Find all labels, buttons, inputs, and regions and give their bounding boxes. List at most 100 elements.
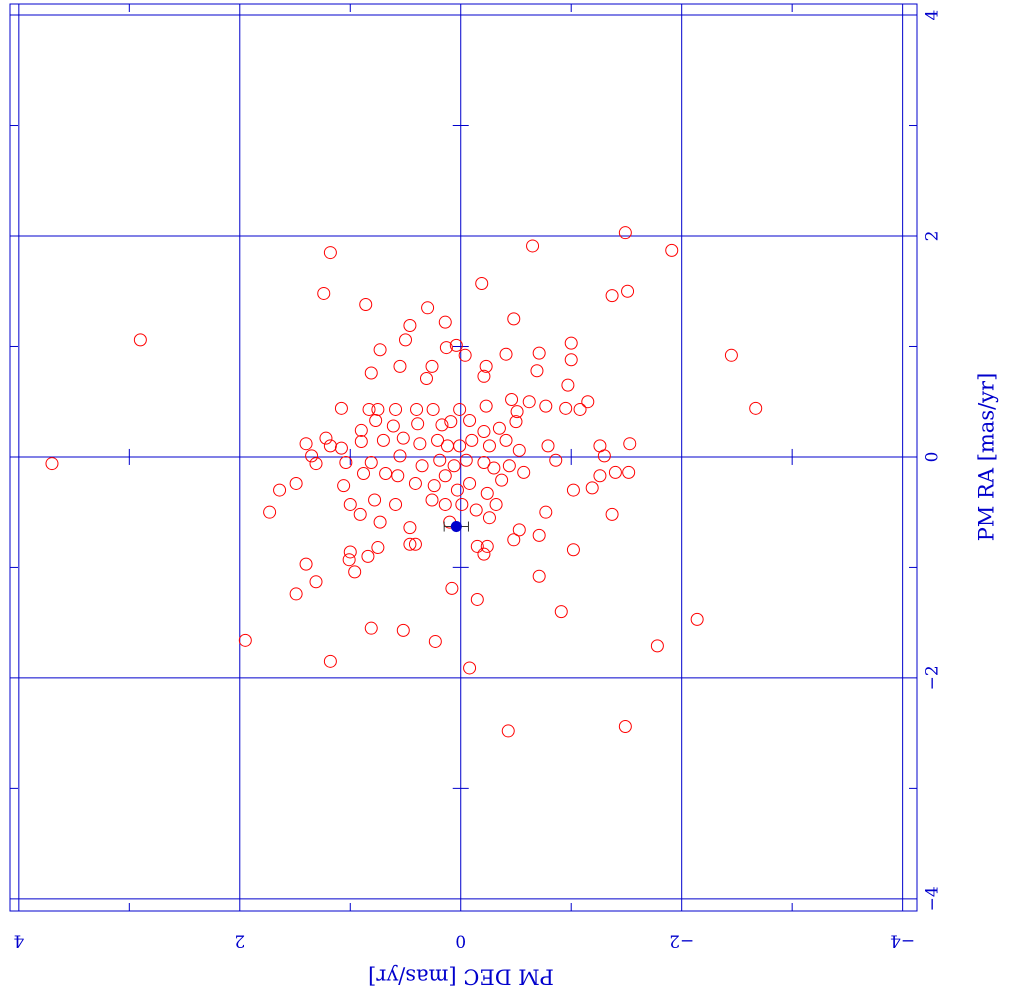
point bbox=[445, 581, 459, 595]
point bbox=[477, 547, 491, 561]
point bbox=[622, 465, 636, 479]
point bbox=[522, 395, 536, 409]
point bbox=[389, 497, 403, 511]
point bbox=[364, 366, 378, 380]
point bbox=[470, 539, 484, 553]
point bbox=[532, 569, 546, 583]
point bbox=[455, 497, 469, 511]
point bbox=[361, 549, 375, 563]
point bbox=[507, 533, 521, 547]
y-tick-label: 2 bbox=[923, 231, 943, 242]
point bbox=[505, 393, 519, 407]
point bbox=[475, 277, 489, 291]
point bbox=[621, 284, 635, 298]
point bbox=[487, 461, 501, 475]
x-tick-label: −2 bbox=[669, 931, 694, 951]
point bbox=[299, 557, 313, 571]
point bbox=[597, 449, 611, 463]
point bbox=[539, 399, 553, 413]
point bbox=[438, 497, 452, 511]
point bbox=[425, 493, 439, 507]
point bbox=[593, 469, 607, 483]
point bbox=[438, 315, 452, 329]
point bbox=[618, 226, 632, 240]
point bbox=[339, 455, 353, 469]
point bbox=[319, 431, 333, 445]
point bbox=[354, 434, 368, 448]
point bbox=[512, 523, 526, 537]
point bbox=[263, 505, 277, 519]
point bbox=[480, 539, 494, 553]
point bbox=[415, 459, 429, 473]
point bbox=[435, 418, 449, 432]
point bbox=[411, 417, 425, 431]
point bbox=[364, 621, 378, 635]
point bbox=[348, 565, 362, 579]
point bbox=[479, 359, 493, 373]
point bbox=[492, 421, 506, 435]
point bbox=[379, 467, 393, 481]
point bbox=[376, 433, 390, 447]
point bbox=[463, 413, 477, 427]
point bbox=[564, 336, 578, 350]
x-tick-label: −4 bbox=[890, 931, 915, 951]
point bbox=[371, 541, 385, 555]
point bbox=[539, 505, 553, 519]
point bbox=[650, 639, 664, 653]
point bbox=[421, 301, 435, 315]
point bbox=[386, 419, 400, 433]
point bbox=[403, 318, 417, 332]
point bbox=[549, 453, 563, 467]
point bbox=[133, 333, 147, 347]
point bbox=[477, 425, 491, 439]
point bbox=[309, 457, 323, 471]
point bbox=[564, 353, 578, 367]
point bbox=[573, 402, 587, 416]
point bbox=[396, 431, 410, 445]
x-tick-label: 0 bbox=[455, 931, 466, 951]
point bbox=[403, 537, 417, 551]
point bbox=[450, 521, 462, 533]
point bbox=[323, 439, 337, 453]
point bbox=[428, 634, 442, 648]
point bbox=[463, 661, 477, 675]
point bbox=[354, 423, 368, 437]
point bbox=[357, 467, 371, 481]
point bbox=[510, 405, 524, 419]
point bbox=[426, 402, 440, 416]
point bbox=[453, 439, 467, 453]
point bbox=[289, 476, 303, 490]
point bbox=[368, 493, 382, 507]
point bbox=[334, 401, 348, 415]
point bbox=[425, 359, 439, 373]
point bbox=[477, 369, 491, 383]
point bbox=[337, 479, 351, 493]
point bbox=[499, 433, 513, 447]
y-tick-label: −2 bbox=[923, 665, 943, 690]
point bbox=[408, 537, 422, 551]
point bbox=[665, 243, 679, 257]
point bbox=[393, 449, 407, 463]
point bbox=[396, 623, 410, 637]
point bbox=[419, 372, 433, 386]
point bbox=[439, 341, 453, 355]
point bbox=[469, 503, 483, 517]
point bbox=[517, 465, 531, 479]
point bbox=[470, 592, 484, 606]
point bbox=[459, 453, 473, 467]
point bbox=[605, 507, 619, 521]
point bbox=[371, 402, 385, 416]
point bbox=[369, 413, 383, 427]
point bbox=[299, 437, 313, 451]
point bbox=[427, 479, 441, 493]
point bbox=[359, 297, 373, 311]
point bbox=[438, 469, 452, 483]
point bbox=[408, 476, 422, 490]
point bbox=[489, 497, 503, 511]
point bbox=[433, 453, 447, 467]
y-tick-label: 4 bbox=[923, 10, 943, 21]
point bbox=[289, 587, 303, 601]
point bbox=[273, 483, 287, 497]
point bbox=[463, 476, 477, 490]
